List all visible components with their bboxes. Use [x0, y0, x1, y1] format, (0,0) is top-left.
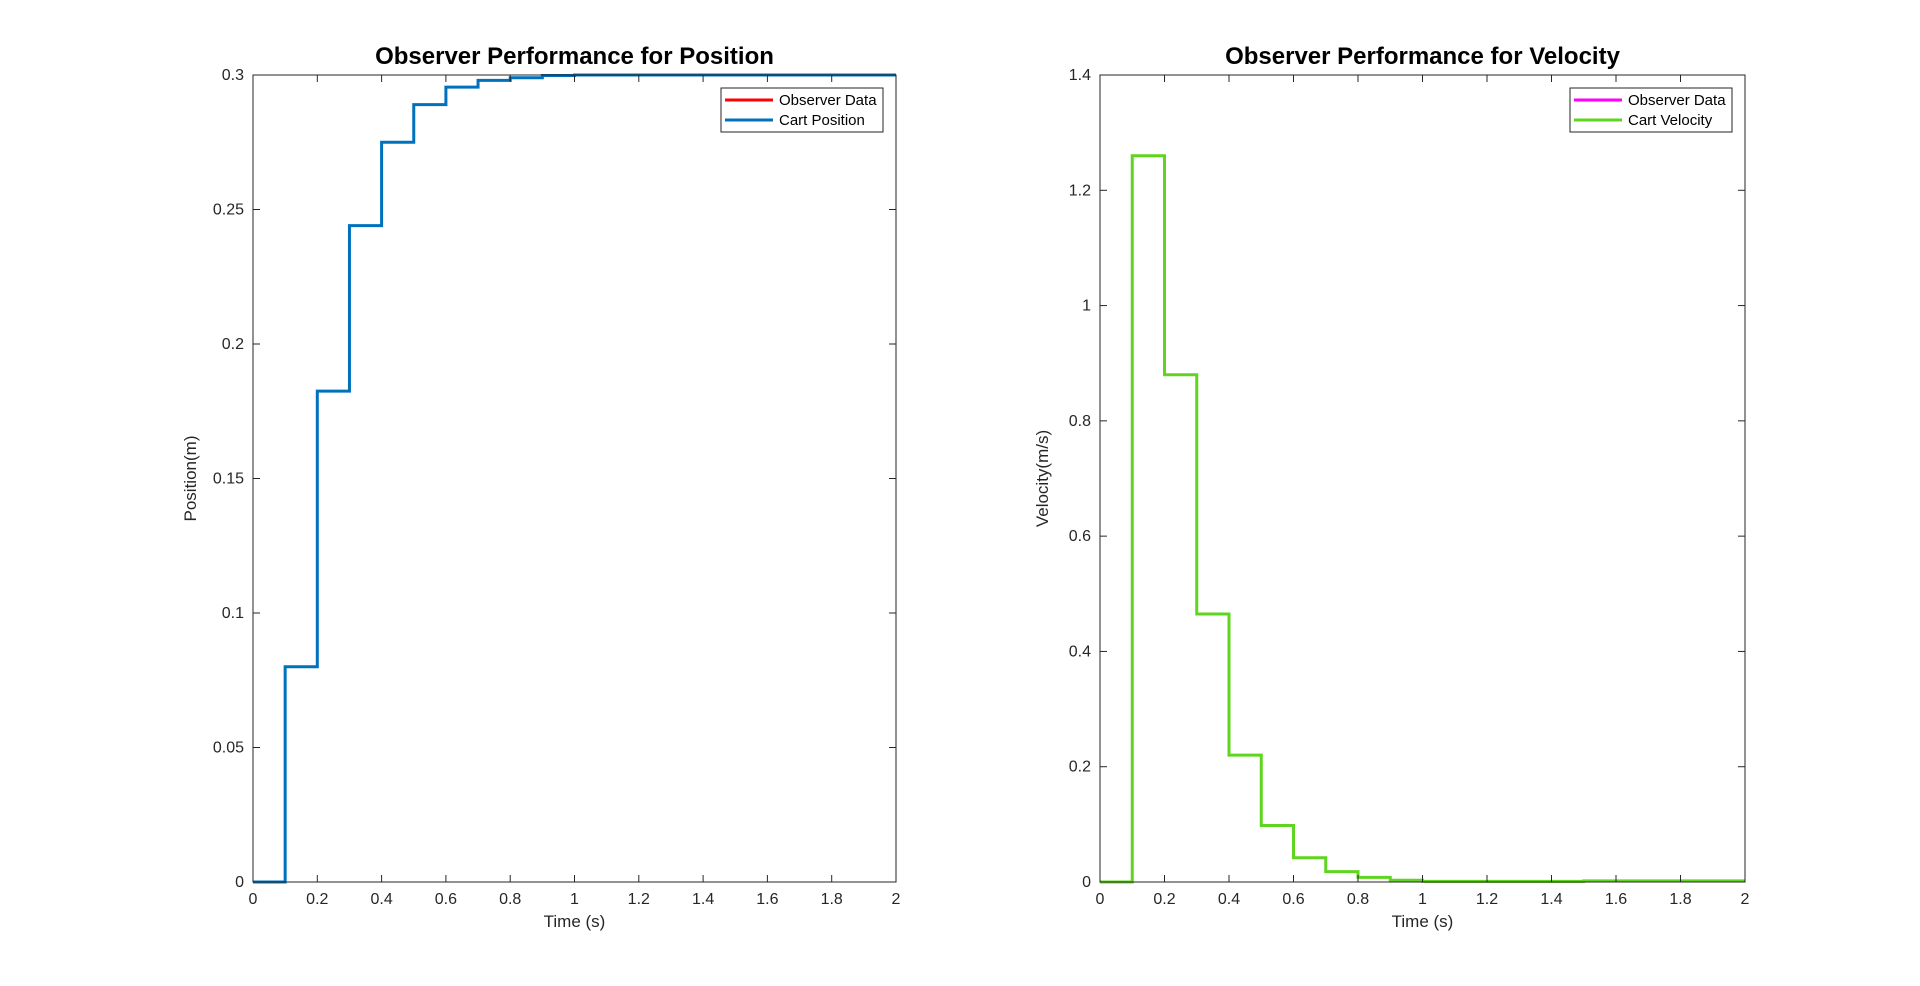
series-line-cart-position — [253, 73, 896, 884]
legend-entry-label: Cart Velocity — [1628, 112, 1713, 129]
x-tick-label: 1.4 — [1540, 891, 1562, 908]
x-tick-label: 0.4 — [1218, 891, 1240, 908]
x-tick-label: 2 — [892, 891, 901, 908]
legend-entry-label: Observer Data — [779, 92, 877, 109]
y-tick-label: 0.8 — [1069, 413, 1091, 430]
chart-title: Observer Performance for Velocity — [1225, 43, 1620, 70]
y-tick-label: 1.4 — [1069, 67, 1091, 84]
y-tick-label: 0.1 — [222, 605, 244, 622]
x-tick-label: 1.2 — [1476, 891, 1498, 908]
y-tick-label: 0.2 — [222, 336, 244, 353]
x-tick-label: 1.4 — [692, 891, 714, 908]
ticks: 0 0.2 0.4 0.6 0.8 1 1.2 1.4 1.6 1.8 2 0 0.05 0.1 0.15 0… — [213, 67, 901, 908]
x-tick-label: 1.2 — [628, 891, 650, 908]
y-tick-label: 0.15 — [213, 471, 244, 488]
y-tick-label: 0.3 — [222, 67, 244, 84]
x-tick-label: 0.6 — [435, 891, 457, 908]
legend: Observer Data Cart Velocity — [1569, 87, 1733, 133]
y-tick-label: 0.05 — [213, 740, 244, 757]
x-axis-label: Time (s) — [544, 912, 606, 931]
x-tick-label: 1 — [570, 891, 579, 908]
axes-box — [252, 74, 897, 883]
x-tick-label: 0 — [1096, 891, 1105, 908]
y-tick-label: 1.2 — [1069, 182, 1091, 199]
y-tick-label: 0.25 — [213, 202, 244, 219]
legend-box — [1569, 87, 1733, 133]
y-tick-label: 0.6 — [1069, 528, 1091, 545]
legend-entry-label: Observer Data — [1628, 92, 1726, 109]
y-axis-label: Velocity(m/s) — [1033, 430, 1052, 527]
x-tick-label: 1.8 — [821, 891, 843, 908]
x-axis-label: Time (s) — [1392, 912, 1454, 931]
x-tick-label: 2 — [1741, 891, 1750, 908]
x-tick-label: 0.2 — [306, 891, 328, 908]
y-tick-label: 1 — [1082, 298, 1091, 315]
y-tick-label: 0 — [235, 874, 244, 891]
x-tick-label: 1.8 — [1669, 891, 1691, 908]
y-tick-label: 0.4 — [1069, 643, 1091, 660]
chart-title: Observer Performance for Position — [375, 43, 774, 70]
x-tick-label: 0.8 — [499, 891, 521, 908]
x-tick-label: 1 — [1418, 891, 1427, 908]
x-tick-label: 0.2 — [1153, 891, 1175, 908]
x-tick-label: 1.6 — [756, 891, 778, 908]
x-tick-label: 0.4 — [370, 891, 392, 908]
x-tick-label: 0 — [249, 891, 258, 908]
y-axis-label: Position(m) — [181, 436, 200, 522]
position-plot: 0 0.2 0.4 0.6 0.8 1 1.2 1.4 1.6 1.8 2 0 0.05 0.1 0.15 0… — [181, 43, 901, 931]
legend-entry-label: Cart Position — [779, 112, 865, 129]
legend: Observer Data Cart Position — [720, 87, 884, 133]
series-line-cart-velocity — [1100, 154, 1745, 884]
legend-box — [720, 87, 884, 133]
velocity-plot: 0 0.2 0.4 0.6 0.8 1 1.2 1.4 1.6 1.8 2 0 0.2 0.4 0.6 0.8… — [1033, 43, 1750, 931]
y-tick-label: 0 — [1082, 874, 1091, 891]
y-tick-label: 0.2 — [1069, 759, 1091, 776]
x-tick-label: 0.6 — [1282, 891, 1304, 908]
x-tick-label: 1.6 — [1605, 891, 1627, 908]
ticks: 0 0.2 0.4 0.6 0.8 1 1.2 1.4 1.6 1.8 2 0 0.2 0.4 0.6 0.8… — [1069, 67, 1750, 908]
x-tick-label: 0.8 — [1347, 891, 1369, 908]
